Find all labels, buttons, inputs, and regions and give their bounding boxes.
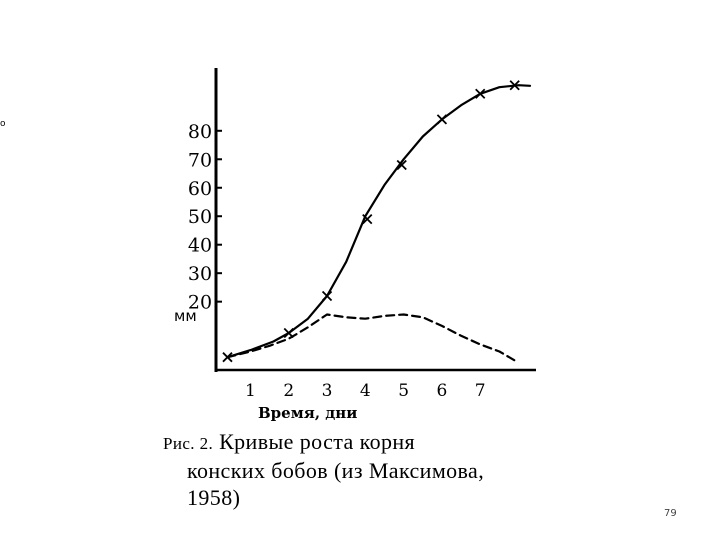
y-tick-label-0: 20 [188, 292, 212, 314]
x-tick-label-6: 7 [475, 381, 486, 401]
series-group [226, 84, 532, 363]
series-line-solid [226, 84, 532, 359]
edge-mark: o [0, 119, 6, 129]
marker-stroke [362, 213, 373, 225]
marker-stroke [321, 290, 333, 302]
x-tick-label-3: 4 [360, 381, 371, 401]
page-number: 79 [664, 508, 677, 519]
marker-stroke [509, 80, 520, 91]
figure-caption: Рис. 2. Кривые роста корня конских бобов… [163, 428, 583, 511]
marker-group [222, 80, 520, 363]
caption-line-1: Рис. 2. Кривые роста корня [163, 428, 583, 457]
caption-text-1: Кривые роста корня [219, 429, 416, 454]
data-point-marker-1 [283, 327, 294, 339]
y-tick-label-3: 50 [188, 206, 212, 228]
series-line-dashed [226, 313, 518, 363]
chart-axes [214, 68, 536, 372]
y-tick-label-6: 80 [188, 121, 212, 143]
y-tick-label-4: 60 [188, 178, 212, 200]
caption-line-2: конских бобов (из Максимова, [187, 458, 485, 483]
data-point-marker-3 [362, 213, 373, 225]
x-tick-group: 1 2 3 4 5 6 7 [245, 381, 486, 401]
caption-line-3: 1958) [187, 485, 241, 510]
x-tick-label-5: 6 [437, 381, 448, 401]
data-point-marker-6 [475, 88, 486, 99]
marker-stroke [283, 327, 294, 339]
marker-stroke [396, 159, 407, 171]
data-point-marker-2 [321, 290, 333, 302]
x-axis-title: Время, дни [258, 404, 357, 422]
marker-stroke [475, 88, 486, 99]
y-tick-group: 20 30 40 50 60 70 80 [188, 121, 222, 314]
x-tick-label-4: 5 [398, 381, 409, 401]
caption-prefix: Рис. 2. [163, 434, 214, 453]
data-point-marker-0 [222, 352, 233, 363]
data-point-marker-4 [396, 159, 407, 171]
marker-stroke [222, 352, 233, 363]
y-tick-label-2: 40 [188, 235, 212, 257]
x-tick-label-1: 2 [283, 381, 294, 401]
y-tick-label-5: 70 [188, 149, 212, 171]
y-tick-label-1: 30 [188, 263, 212, 285]
data-point-marker-7 [509, 80, 520, 91]
marker-stroke [436, 114, 448, 125]
y-unit-label: мм [174, 307, 197, 325]
data-point-marker-5 [436, 114, 448, 125]
x-tick-label-2: 3 [322, 381, 333, 401]
x-tick-label-0: 1 [245, 381, 256, 401]
